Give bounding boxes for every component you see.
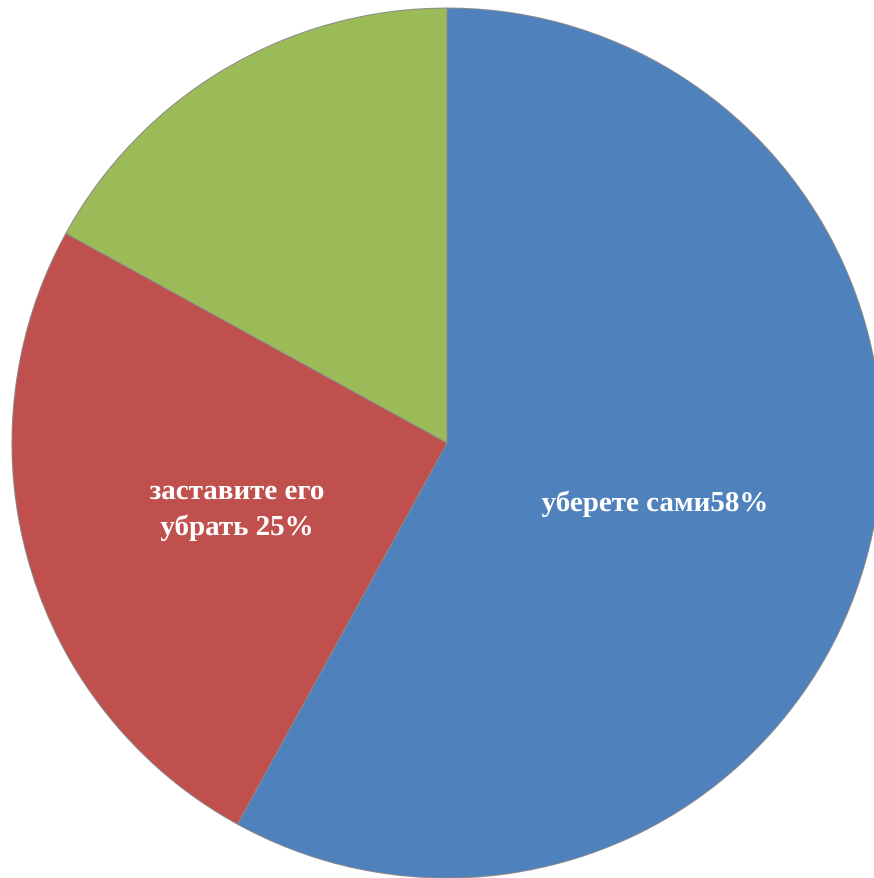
data-label: заставите его убрать 25% <box>149 474 325 542</box>
pie-slice <box>236 7 874 878</box>
pie-slice <box>11 232 448 825</box>
pie-slice <box>65 7 448 444</box>
data-label: уберете сами58% <box>541 486 769 518</box>
